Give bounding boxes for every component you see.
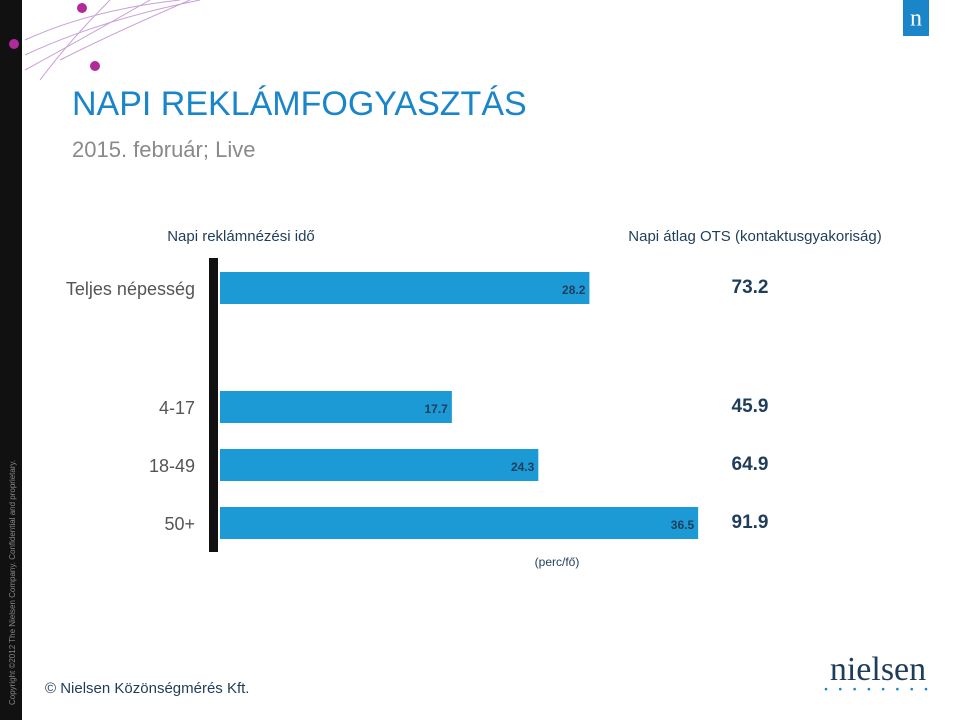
category-label: 18-49: [149, 456, 195, 476]
ots-value: 73.2: [732, 277, 769, 298]
category-label: 50+: [164, 514, 195, 534]
series-header: Napi reklámnézési idő: [167, 228, 315, 245]
ots-value: 91.9: [732, 512, 769, 533]
ots-value: 45.9: [732, 396, 769, 417]
decoration-dot: [77, 3, 87, 13]
decoration-dot: [9, 39, 19, 49]
value-label: 28.2: [562, 283, 586, 297]
side-strip: [0, 0, 22, 720]
value-label: 36.5: [671, 518, 695, 532]
logo-small: n: [910, 6, 922, 32]
series-header: Napi átlag OTS (kontaktusgyakoriság): [628, 228, 881, 245]
footer: © Nielsen Közönségmérés Kft.: [45, 680, 249, 697]
bar: [220, 391, 452, 423]
axis-bar: [209, 258, 218, 552]
subtitle: 2015. február; Live: [72, 137, 255, 162]
title: NAPI REKLÁMFOGYASZTÁS: [72, 85, 527, 123]
category-label: 4-17: [159, 398, 195, 418]
logo-dots: • • • • • • • •: [824, 685, 931, 696]
ots-value: 64.9: [732, 454, 769, 475]
bar: [220, 507, 699, 539]
bar: [220, 449, 539, 481]
value-label: 17.7: [425, 402, 449, 416]
decoration-dot: [90, 61, 100, 71]
decoration: [24, 0, 201, 81]
unit-label: (perc/fő): [535, 555, 580, 569]
logo-box: [903, 0, 929, 36]
value-label: 24.3: [511, 460, 535, 474]
logo: nielsen: [830, 651, 926, 688]
copyright: Copyright ©2012 The Nielsen Company. Con…: [8, 460, 17, 705]
category-label: Teljes népesség: [66, 279, 195, 299]
bar: [220, 272, 590, 304]
